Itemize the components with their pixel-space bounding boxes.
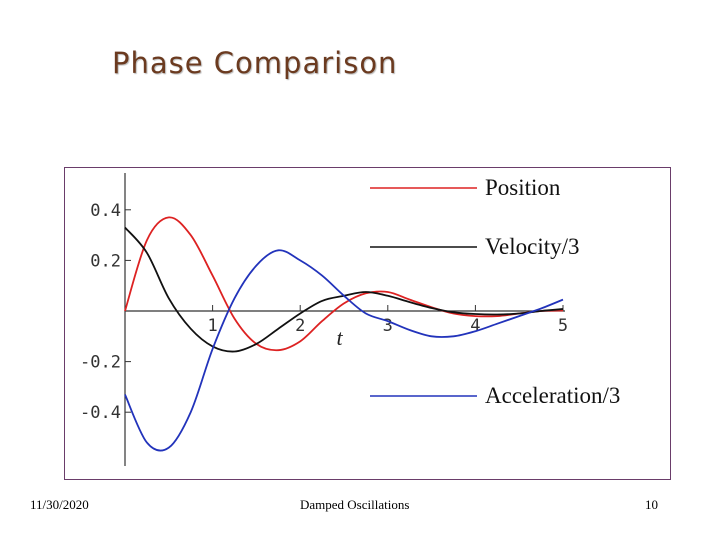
legend-label-acceleration-3: Acceleration/3 (485, 383, 620, 408)
x-tick-label: 3 (383, 316, 393, 336)
axes-layer: 1 2 3 4 5 0.4 0.2 -0.2 -0.4 t (80, 173, 568, 466)
footer-center-text: Damped Oscillations (300, 497, 410, 512)
legend-label-velocity-3: Velocity/3 (485, 234, 580, 259)
series-line-acceleration-3 (124, 249, 564, 452)
y-tick-label: 0.2 (90, 251, 121, 271)
legend-label-position: Position (485, 175, 561, 200)
legend-layer: Position Velocity/3 Acceleration/3 (370, 175, 620, 408)
y-tick-label: -0.4 (80, 403, 121, 423)
x-tick-label: 4 (470, 316, 480, 336)
x-tick-label: 1 (207, 316, 217, 336)
damped-oscillation-chart: 1 2 3 4 5 0.4 0.2 -0.2 -0.4 t Position Velocity/3 A… (80, 173, 620, 466)
series-line-position (124, 216, 564, 352)
x-tick-label: 2 (295, 316, 305, 336)
x-tick-label: 5 (558, 316, 568, 336)
footer-date: 11/30/2020 (30, 497, 89, 512)
y-tick-label: 0.4 (90, 201, 121, 221)
page-number: 10 (645, 497, 658, 512)
chart-frame: 1 2 3 4 5 0.4 0.2 -0.2 -0.4 t Position Velocity/3 A… (64, 167, 671, 480)
slide-title: Phase Comparison (112, 46, 398, 80)
y-tick-label: -0.2 (80, 353, 121, 373)
series-layer (124, 216, 564, 452)
x-axis-label: t (337, 325, 344, 350)
